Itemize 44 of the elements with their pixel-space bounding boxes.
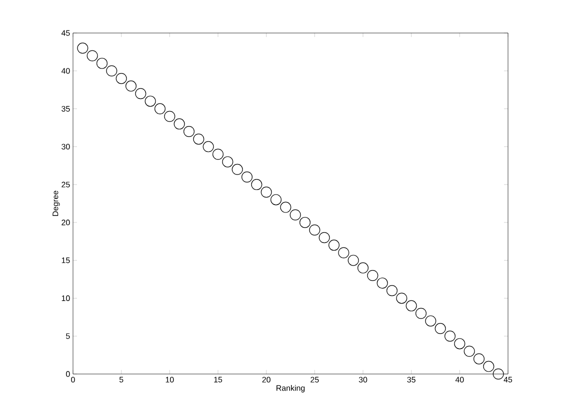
point [164,110,176,122]
point [376,278,388,289]
point [300,216,311,228]
point [483,360,494,372]
point [464,346,475,357]
point [492,368,504,380]
point [251,179,262,190]
point [474,353,485,364]
point [309,224,320,236]
point [135,88,146,100]
point [367,270,378,281]
point [126,80,137,92]
point [348,254,359,266]
point [280,202,292,213]
point [222,156,234,168]
point [242,171,253,182]
point [406,300,417,312]
point [425,315,436,326]
point [338,247,350,258]
point [454,338,466,350]
point [96,58,108,69]
point [290,209,301,220]
point [416,308,427,319]
point [144,96,156,107]
point [193,134,204,145]
point [260,186,272,198]
point [86,50,98,62]
point [202,141,214,152]
point [358,262,369,274]
point [434,323,446,334]
point [174,118,185,130]
point [184,126,195,138]
point [154,103,166,114]
point [396,292,408,304]
point [232,164,243,175]
point [318,232,330,244]
point [444,330,456,342]
point [386,285,398,296]
point [106,65,118,76]
point [328,240,340,251]
point [77,42,88,54]
point [116,72,127,84]
point [270,194,282,206]
point [212,148,224,160]
